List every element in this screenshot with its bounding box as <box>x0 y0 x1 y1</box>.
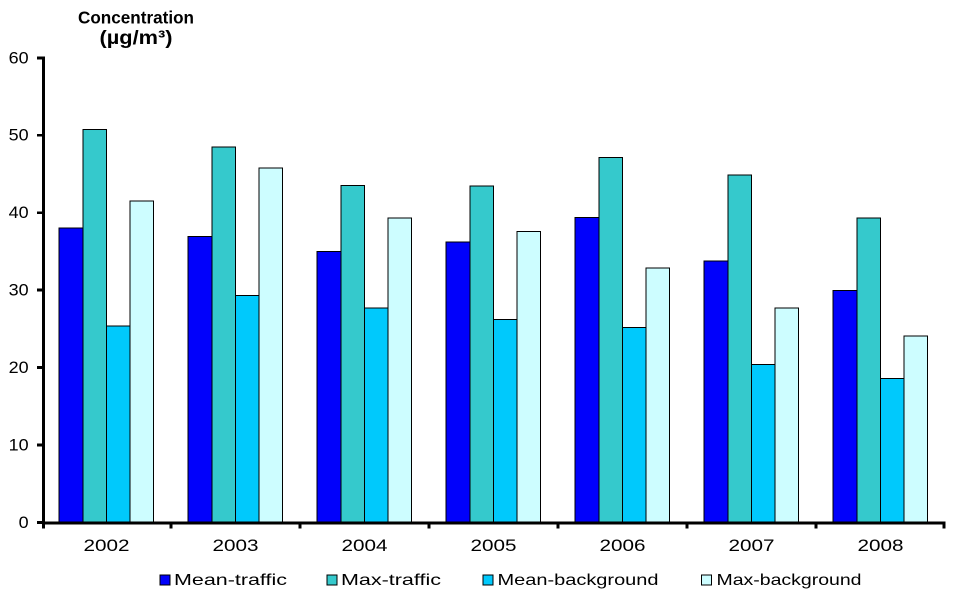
svg-text:2002: 2002 <box>84 537 130 555</box>
svg-text:Concentration: Concentration <box>78 8 194 28</box>
svg-text:60: 60 <box>9 49 29 67</box>
svg-text:2007: 2007 <box>729 537 775 555</box>
svg-text:40: 40 <box>9 204 29 222</box>
svg-text:Mean-traffic: Mean-traffic <box>174 572 287 589</box>
svg-text:2003: 2003 <box>213 537 259 555</box>
svg-text:2008: 2008 <box>858 537 904 555</box>
svg-text:2005: 2005 <box>471 537 517 555</box>
svg-text:20: 20 <box>9 359 29 377</box>
svg-text:0: 0 <box>19 514 29 532</box>
svg-text:50: 50 <box>9 127 29 145</box>
svg-text:2006: 2006 <box>600 537 646 555</box>
svg-text:(µg/m³): (µg/m³) <box>100 28 173 49</box>
svg-text:30: 30 <box>9 282 29 300</box>
svg-text:Mean-background: Mean-background <box>498 572 659 589</box>
svg-text:10: 10 <box>9 436 29 454</box>
svg-text:Max-traffic: Max-traffic <box>341 572 441 589</box>
svg-text:2004: 2004 <box>342 537 388 555</box>
svg-text:Max-background: Max-background <box>717 572 862 589</box>
